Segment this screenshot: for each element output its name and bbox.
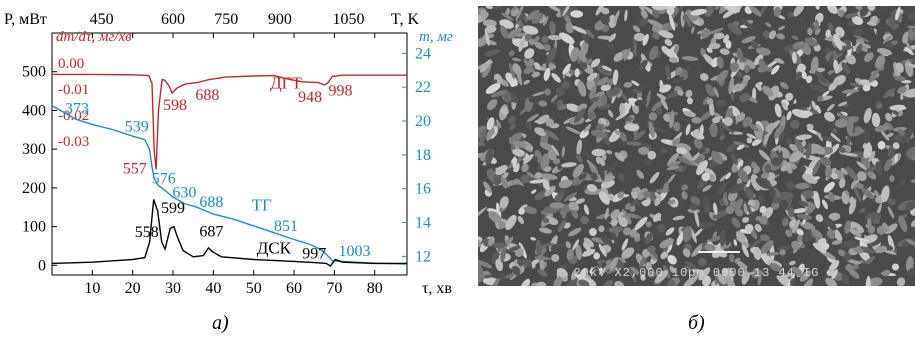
x-tick-label: 80 bbox=[367, 280, 383, 297]
y-left-tick-label: 200 bbox=[22, 180, 46, 197]
data-label: 688 bbox=[199, 194, 223, 211]
series-line-ДСК bbox=[51, 199, 407, 268]
x-tick-label: 60 bbox=[286, 280, 302, 297]
x-top-tick-label: 750 bbox=[214, 11, 238, 28]
x-tick-label: 30 bbox=[165, 280, 181, 297]
x-axis-label: τ, хв bbox=[422, 280, 452, 297]
data-label: 1003 bbox=[339, 243, 371, 260]
y-inner-tick-label: 0.00 bbox=[58, 56, 84, 72]
x-top-tick-label: 1050 bbox=[333, 11, 365, 28]
sem-texture bbox=[478, 6, 915, 286]
sem-info-bar: 20kV X2,000 10µm 0000 13 44 IG bbox=[573, 266, 820, 280]
data-label: 687 bbox=[199, 224, 223, 241]
data-label: 997 bbox=[302, 246, 326, 263]
data-label: 598 bbox=[163, 97, 187, 114]
x-top-tick-label: 900 bbox=[268, 11, 292, 28]
data-label: 599 bbox=[161, 200, 185, 217]
y-right-tick-label: 20 bbox=[415, 113, 431, 130]
y-left-tick-label: 0 bbox=[38, 257, 46, 274]
x-tick-label: 20 bbox=[125, 280, 141, 297]
caption-a: а) bbox=[212, 312, 229, 334]
x-top-tick-label: 600 bbox=[161, 11, 185, 28]
data-label: 576 bbox=[152, 170, 176, 187]
data-label: 539 bbox=[125, 118, 149, 135]
y-right-tick-label: 24 bbox=[415, 45, 431, 62]
y-right-tick-label: 18 bbox=[415, 147, 431, 164]
series-line-ДГТ bbox=[52, 73, 407, 170]
y-right-tick-label: 12 bbox=[415, 248, 431, 265]
x-tick-label: 50 bbox=[246, 280, 262, 297]
series-label: ДСК bbox=[257, 239, 292, 258]
sem-grains bbox=[478, 6, 915, 286]
thermal-analysis-chart: 10 20 30 40 50 60 70 80 450 600 750 900 1050 τ, хв T, … bbox=[4, 11, 453, 297]
y-left-axis-label: P, мВт bbox=[4, 11, 47, 28]
y-right-tick-label: 22 bbox=[415, 79, 431, 96]
data-label: 998 bbox=[328, 82, 352, 99]
x-tick-label: 40 bbox=[205, 280, 221, 297]
data-label-extra: 557 bbox=[123, 160, 147, 177]
y-right-tick-label: 16 bbox=[415, 181, 431, 198]
series-label: ТГ bbox=[252, 196, 272, 215]
series-line-ТГ bbox=[51, 105, 408, 265]
sem-micrograph: 20kV X2,000 10µm 0000 13 44 IG bbox=[478, 6, 915, 286]
y-inner-axis-label: dm/dτ, мг/хв bbox=[56, 29, 132, 45]
caption-b: б) bbox=[688, 312, 705, 334]
data-label: 558 bbox=[135, 224, 159, 241]
y-left-tick-label: 500 bbox=[22, 64, 46, 81]
y-inner-tick-label: -0.02 bbox=[58, 108, 89, 124]
x-tick-label: 70 bbox=[326, 280, 342, 297]
data-label: 373 bbox=[65, 101, 89, 118]
data-label: 630 bbox=[172, 184, 196, 201]
y-left-tick-label: 400 bbox=[22, 102, 46, 119]
y-left-tick-label: 300 bbox=[22, 141, 46, 158]
y-right-tick-label: 14 bbox=[415, 215, 431, 232]
data-label: 948 bbox=[298, 89, 322, 106]
x-top-axis-label: T, K bbox=[391, 11, 420, 28]
y-inner-tick-label: -0.01 bbox=[58, 82, 89, 98]
data-label: 851 bbox=[274, 218, 298, 235]
x-tick-label: 10 bbox=[84, 280, 100, 297]
plot-frame bbox=[51, 32, 408, 276]
y-inner-tick-label: -0.03 bbox=[58, 134, 89, 150]
data-label: 688 bbox=[195, 87, 219, 104]
x-top-tick-label: 450 bbox=[90, 11, 114, 28]
y-right-axis-label: m, мг bbox=[419, 29, 453, 45]
y-left-tick-label: 100 bbox=[22, 219, 46, 236]
series-label: ДГТ bbox=[270, 73, 302, 92]
